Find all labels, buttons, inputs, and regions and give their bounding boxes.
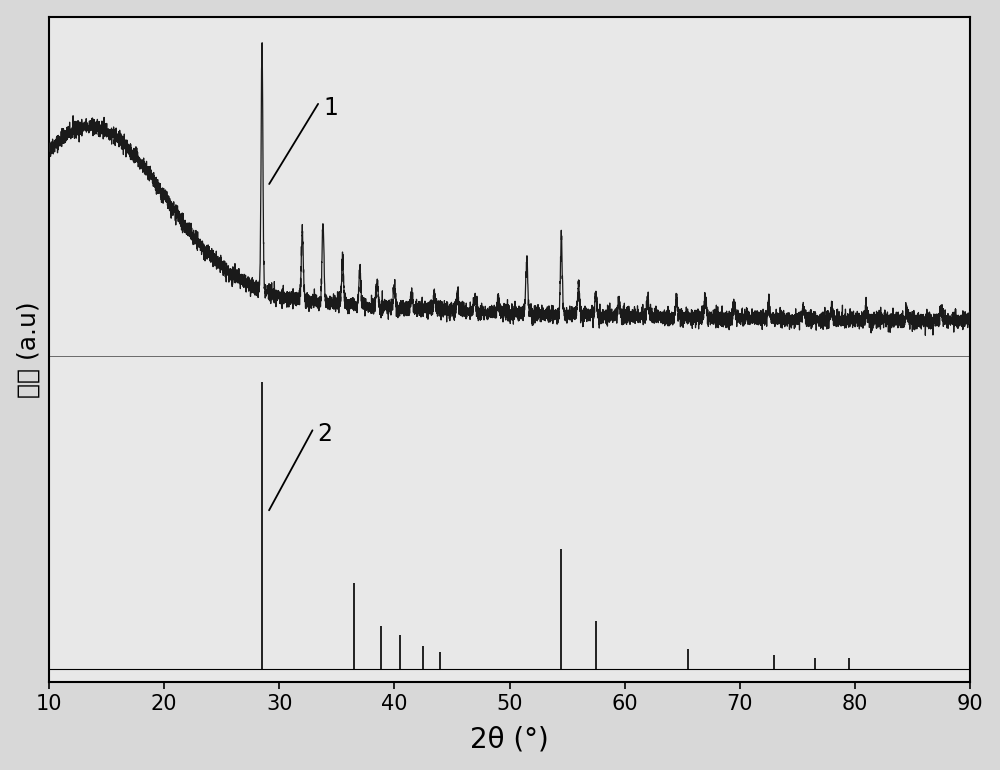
Y-axis label: 强度 (a.u): 强度 (a.u) bbox=[17, 301, 41, 398]
Text: 1: 1 bbox=[323, 96, 338, 120]
X-axis label: 2θ (°): 2θ (°) bbox=[470, 725, 549, 753]
Text: 2: 2 bbox=[317, 423, 332, 447]
